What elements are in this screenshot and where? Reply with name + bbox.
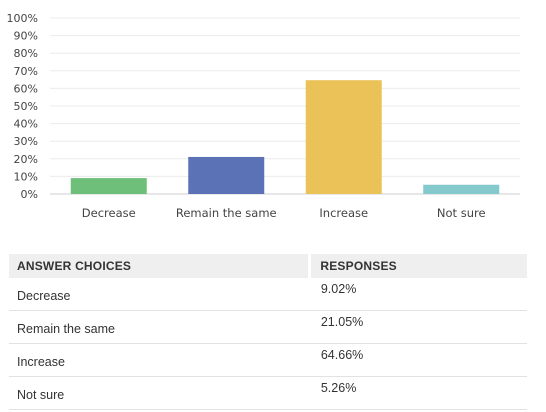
table-row: Decrease 9.02% <box>9 278 527 311</box>
table-row: Not sure 5.26% <box>9 376 527 410</box>
choice-cell: Remain the same <box>9 310 310 344</box>
y-tick-label: 80% <box>14 47 38 60</box>
chart-svg: 0% 10% 20% 30% 40% 50% 60% 70% 80% 90% 100% Decreas… <box>7 12 520 220</box>
response-cell: 21.05% <box>309 310 527 344</box>
responses-table: ANSWER CHOICES RESPONSES Decrease 9.02% … <box>9 254 527 410</box>
y-tick-label: 70% <box>14 65 38 78</box>
y-tick-label: 0% <box>21 188 38 201</box>
header-answer-choices: ANSWER CHOICES <box>9 254 310 278</box>
bar-remain-the-same <box>188 156 265 194</box>
x-tick-label: Increase <box>319 206 368 220</box>
bar-not-sure <box>423 184 500 194</box>
x-tick-label: Decrease <box>82 206 136 220</box>
y-tick-label: 40% <box>14 118 38 131</box>
bar-decrease <box>70 178 147 194</box>
y-tick-label: 90% <box>14 30 38 43</box>
response-cell: 64.66% <box>309 343 527 377</box>
y-tick-label: 100% <box>7 12 38 25</box>
bar-chart: 0% 10% 20% 30% 40% 50% 60% 70% 80% 90% 100% Decreas… <box>7 12 520 220</box>
x-tick-label: Remain the same <box>176 206 277 220</box>
y-tick-label: 20% <box>14 153 38 166</box>
choice-cell: Decrease <box>9 278 310 311</box>
table-row: Remain the same 21.05% <box>9 310 527 344</box>
y-tick-label: 30% <box>14 135 38 148</box>
y-tick-label: 60% <box>14 82 38 95</box>
x-tick-label: Not sure <box>437 206 486 220</box>
table-header-row: ANSWER CHOICES RESPONSES <box>9 254 527 278</box>
y-tick-label: 50% <box>14 100 38 113</box>
response-cell: 5.26% <box>309 376 527 410</box>
table-row: Increase 64.66% <box>9 343 527 377</box>
bar-increase <box>305 80 382 194</box>
header-responses: RESPONSES <box>308 254 527 278</box>
response-cell: 9.02% <box>309 278 527 311</box>
y-tick-label: 10% <box>14 170 38 183</box>
choice-cell: Increase <box>9 343 310 377</box>
choice-cell: Not sure <box>9 376 310 410</box>
